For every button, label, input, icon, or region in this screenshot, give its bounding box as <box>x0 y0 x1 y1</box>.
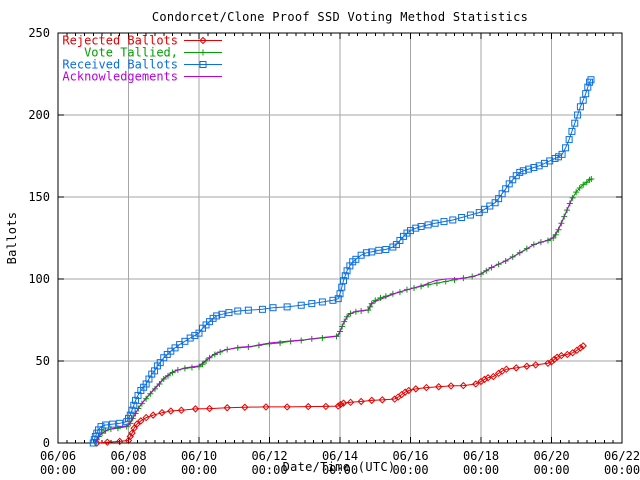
x-tick-label-date: 06/18 <box>463 449 499 463</box>
y-tick-label: 100 <box>28 272 50 286</box>
series-rejected-ballots <box>93 342 587 447</box>
x-tick-label-date: 06/08 <box>110 449 146 463</box>
x-tick-label-time: 00:00 <box>40 463 76 477</box>
x-tick-label-date: 06/06 <box>40 449 76 463</box>
x-tick-label-time: 00:00 <box>533 463 569 477</box>
gridlines <box>58 33 622 443</box>
x-tick-label-date: 06/22 <box>604 449 640 463</box>
chart-title: Condorcet/Clone Proof SSD Voting Method … <box>151 10 529 24</box>
y-tick-label: 200 <box>28 108 50 122</box>
x-tick-label-date: 06/10 <box>181 449 217 463</box>
x-axis-label: Date/Time (UTC) <box>282 460 396 474</box>
x-tick-label-time: 00:00 <box>392 463 428 477</box>
x-tick-label-time: 00:00 <box>251 463 287 477</box>
series-acknowledgements <box>94 196 574 444</box>
tick-labels: 06/0600:0006/0800:0006/1000:0006/1200:00… <box>28 26 640 477</box>
legend-entry-vote-tallied: Vote Tallied, <box>84 46 222 60</box>
legend-label: Acknowledgements <box>62 70 178 84</box>
legend-label: Rejected Ballots <box>62 34 178 48</box>
series-received-ballots <box>89 76 595 447</box>
y-tick-label: 250 <box>28 26 50 40</box>
x-tick-label-time: 00:00 <box>322 463 358 477</box>
y-tick-label: 50 <box>36 354 50 368</box>
x-tick-label-date: 06/14 <box>322 449 358 463</box>
x-tick-label-date: 06/16 <box>392 449 428 463</box>
legend-entry-received-ballots: Received Ballots <box>62 58 222 72</box>
legend-entry-acknowledgements: Acknowledgements <box>62 70 222 84</box>
axis-ticks <box>57 32 623 444</box>
y-tick-label: 150 <box>28 190 50 204</box>
legend-label: Vote Tallied, <box>84 46 178 60</box>
x-tick-label-time: 00:00 <box>181 463 217 477</box>
x-tick-label-time: 00:00 <box>110 463 146 477</box>
x-tick-label-date: 06/20 <box>533 449 569 463</box>
y-tick-label: 0 <box>43 436 50 450</box>
x-tick-label-date: 06/12 <box>251 449 287 463</box>
legend-entry-rejected-ballots: Rejected Ballots <box>62 34 222 48</box>
x-tick-label-time: 00:00 <box>463 463 499 477</box>
x-tick-label-time: 00:00 <box>604 463 640 477</box>
legend-label: Received Ballots <box>62 58 178 72</box>
